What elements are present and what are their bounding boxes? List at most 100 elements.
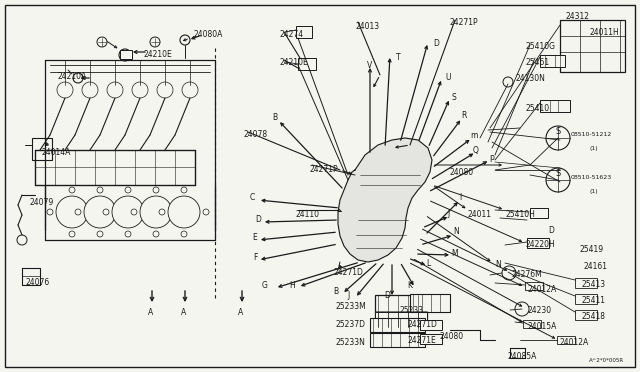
Text: T: T: [396, 54, 400, 62]
Circle shape: [180, 35, 190, 45]
Bar: [370, 318, 425, 332]
Circle shape: [119, 49, 131, 61]
Circle shape: [112, 196, 144, 228]
Circle shape: [84, 196, 116, 228]
Text: K: K: [408, 282, 413, 291]
Text: 24085A: 24085A: [508, 352, 538, 361]
Text: 25233N: 25233N: [336, 338, 366, 347]
Text: D: D: [433, 39, 439, 48]
Bar: [527, 238, 549, 248]
Text: 24012A: 24012A: [527, 285, 556, 294]
Bar: [540, 55, 565, 67]
Circle shape: [119, 209, 125, 215]
Circle shape: [56, 196, 88, 228]
Text: 24271D: 24271D: [334, 268, 364, 277]
Circle shape: [69, 231, 75, 237]
Circle shape: [97, 231, 103, 237]
Text: M: M: [452, 250, 458, 259]
Bar: [120, 50, 132, 59]
Circle shape: [47, 209, 53, 215]
Text: A^2*0*005R: A^2*0*005R: [589, 358, 624, 363]
Text: 25233M: 25233M: [336, 302, 367, 311]
Bar: [540, 100, 570, 112]
Circle shape: [147, 209, 153, 215]
Circle shape: [181, 231, 187, 237]
Text: 25410: 25410: [525, 104, 549, 113]
Text: 24079: 24079: [30, 198, 54, 207]
Text: 25233: 25233: [400, 306, 424, 315]
Text: A: A: [148, 308, 153, 317]
Circle shape: [140, 196, 172, 228]
Text: 24210A: 24210A: [58, 72, 87, 81]
Text: Q: Q: [473, 145, 479, 154]
Circle shape: [73, 73, 83, 83]
Circle shape: [107, 82, 123, 98]
Bar: [575, 310, 597, 320]
Text: 25411: 25411: [582, 296, 606, 305]
Circle shape: [159, 209, 165, 215]
Text: 24274: 24274: [280, 30, 304, 39]
Bar: [296, 26, 312, 38]
Circle shape: [182, 82, 198, 98]
Circle shape: [125, 231, 131, 237]
Circle shape: [502, 266, 516, 280]
Text: p: p: [490, 154, 495, 163]
Circle shape: [91, 209, 97, 215]
Bar: [298, 58, 316, 70]
Circle shape: [546, 168, 570, 192]
Text: 25418: 25418: [582, 312, 606, 321]
Text: I: I: [459, 193, 461, 202]
Circle shape: [57, 82, 73, 98]
Circle shape: [168, 196, 200, 228]
Text: 24271P: 24271P: [450, 18, 479, 27]
Text: 24312: 24312: [565, 12, 589, 21]
Circle shape: [546, 126, 570, 150]
Polygon shape: [338, 138, 432, 262]
Bar: [525, 282, 543, 290]
Text: 24014A: 24014A: [42, 148, 72, 157]
Text: D: D: [548, 226, 554, 235]
Bar: [575, 294, 597, 304]
Circle shape: [97, 37, 107, 47]
Text: 08510-51623: 08510-51623: [571, 175, 612, 180]
Bar: [530, 208, 548, 218]
Bar: [523, 320, 541, 328]
Text: F: F: [253, 253, 257, 263]
Bar: [420, 320, 442, 330]
Circle shape: [181, 187, 187, 193]
Text: 24271D: 24271D: [407, 320, 437, 329]
Bar: [557, 336, 575, 344]
Text: 25413: 25413: [582, 280, 606, 289]
Text: A: A: [181, 308, 186, 317]
Circle shape: [175, 209, 181, 215]
Text: 25410G: 25410G: [526, 42, 556, 51]
Bar: [560, 20, 625, 72]
Text: 24080: 24080: [450, 168, 474, 177]
Circle shape: [515, 302, 529, 316]
Text: m: m: [470, 131, 477, 141]
Bar: [375, 295, 427, 327]
Text: 24210E: 24210E: [280, 58, 308, 67]
Text: S: S: [452, 93, 456, 103]
Bar: [370, 333, 425, 347]
Circle shape: [150, 37, 160, 47]
Circle shape: [75, 209, 81, 215]
Circle shape: [157, 82, 173, 98]
Text: 24271P: 24271P: [310, 165, 339, 174]
Bar: [32, 138, 52, 160]
Text: (1): (1): [590, 146, 598, 151]
Text: 24210E: 24210E: [143, 50, 172, 59]
Bar: [410, 294, 450, 312]
Text: R: R: [461, 112, 467, 121]
Text: 25410H: 25410H: [506, 210, 536, 219]
Circle shape: [97, 187, 103, 193]
Circle shape: [69, 187, 75, 193]
Bar: [420, 334, 442, 344]
Text: L: L: [426, 260, 430, 269]
Text: N: N: [453, 228, 459, 237]
Text: 24013: 24013: [355, 22, 379, 31]
Circle shape: [153, 231, 159, 237]
Text: B: B: [333, 288, 339, 296]
Text: D: D: [384, 292, 390, 301]
Text: 25419: 25419: [580, 245, 604, 254]
